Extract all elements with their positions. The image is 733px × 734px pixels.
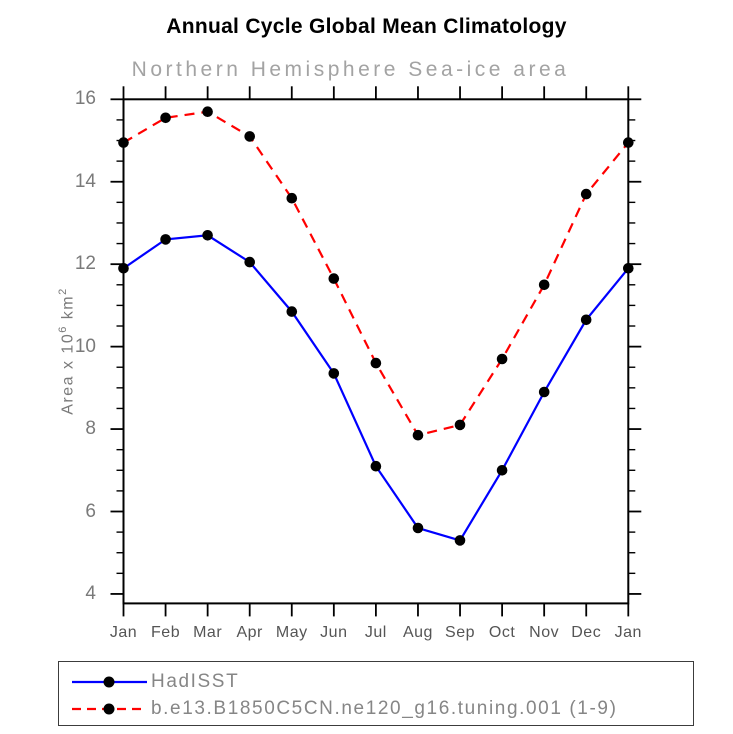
data-point [370,357,382,369]
legend-label-model: b.e13.B1850C5CN.ne120_g16.tuning.001 (1-… [151,698,618,719]
series-line-model [122,110,630,437]
legend-item-model: b.e13.B1850C5CN.ne120_g16.tuning.001 (1-… [70,698,618,719]
y-tick-label: 16 [74,88,96,110]
y-tick-label: 8 [85,418,96,440]
series-line-hadisst [122,234,630,542]
data-point [623,263,634,274]
x-tick-label: Jun [320,624,348,641]
data-point [160,112,171,124]
data-point [496,465,508,476]
data-point [496,353,508,365]
data-point [286,306,298,317]
x-tick-label: May [275,624,308,641]
chart-subtitle: Northern Hemisphere Sea-ice area [131,58,570,81]
legend-item-hadisst: HadISST [70,671,240,692]
data-point [118,137,129,148]
data-point [580,188,592,200]
y-tick-label: 14 [74,170,96,192]
data-point [202,230,213,241]
data-point [412,429,424,441]
y-tick-label: 10 [74,335,96,357]
legend-sample-hadisst [72,676,147,688]
chart-title: Annual Cycle Global Mean Climatology [166,15,567,38]
data-point [244,256,255,268]
x-tick-label: Dec [571,624,602,641]
y-tick-label: 6 [85,500,96,522]
data-point [412,522,424,534]
data-point [286,192,298,204]
data-point [538,386,550,398]
x-tick-label: Apr [236,624,263,641]
legend-marker-dot [103,676,115,688]
y-tick-label: 12 [74,253,96,275]
legend-label-hadisst: HadISST [151,671,240,692]
data-point [328,273,340,284]
x-tick-label: Aug [402,624,433,641]
data-point [623,137,634,148]
data-point [454,535,466,546]
legend-marker-dot [103,703,115,715]
data-point [244,131,255,142]
plot-frame [122,98,630,605]
data-point [538,279,550,291]
data-point [580,314,592,326]
data-point [118,263,129,274]
data-point [454,419,466,431]
x-tick-label: Oct [488,624,516,641]
x-tick-label: Jan [614,624,642,641]
x-tick-label: Mar [193,624,223,641]
data-point [328,368,340,379]
x-tick-label: Sep [445,624,476,641]
x-tick-label: Jul [364,624,387,641]
legend: HadISST b.e13.B1850C5CN.ne120_g16.tuning… [58,661,694,726]
data-point [370,460,382,472]
data-point [202,106,213,117]
legend-sample-model [72,703,147,715]
x-tick-label: Jan [109,624,138,641]
x-tick-label: Nov [529,624,560,641]
x-tick-label: Feb [151,624,181,641]
data-point [160,234,171,245]
y-tick-label: 4 [85,582,96,604]
